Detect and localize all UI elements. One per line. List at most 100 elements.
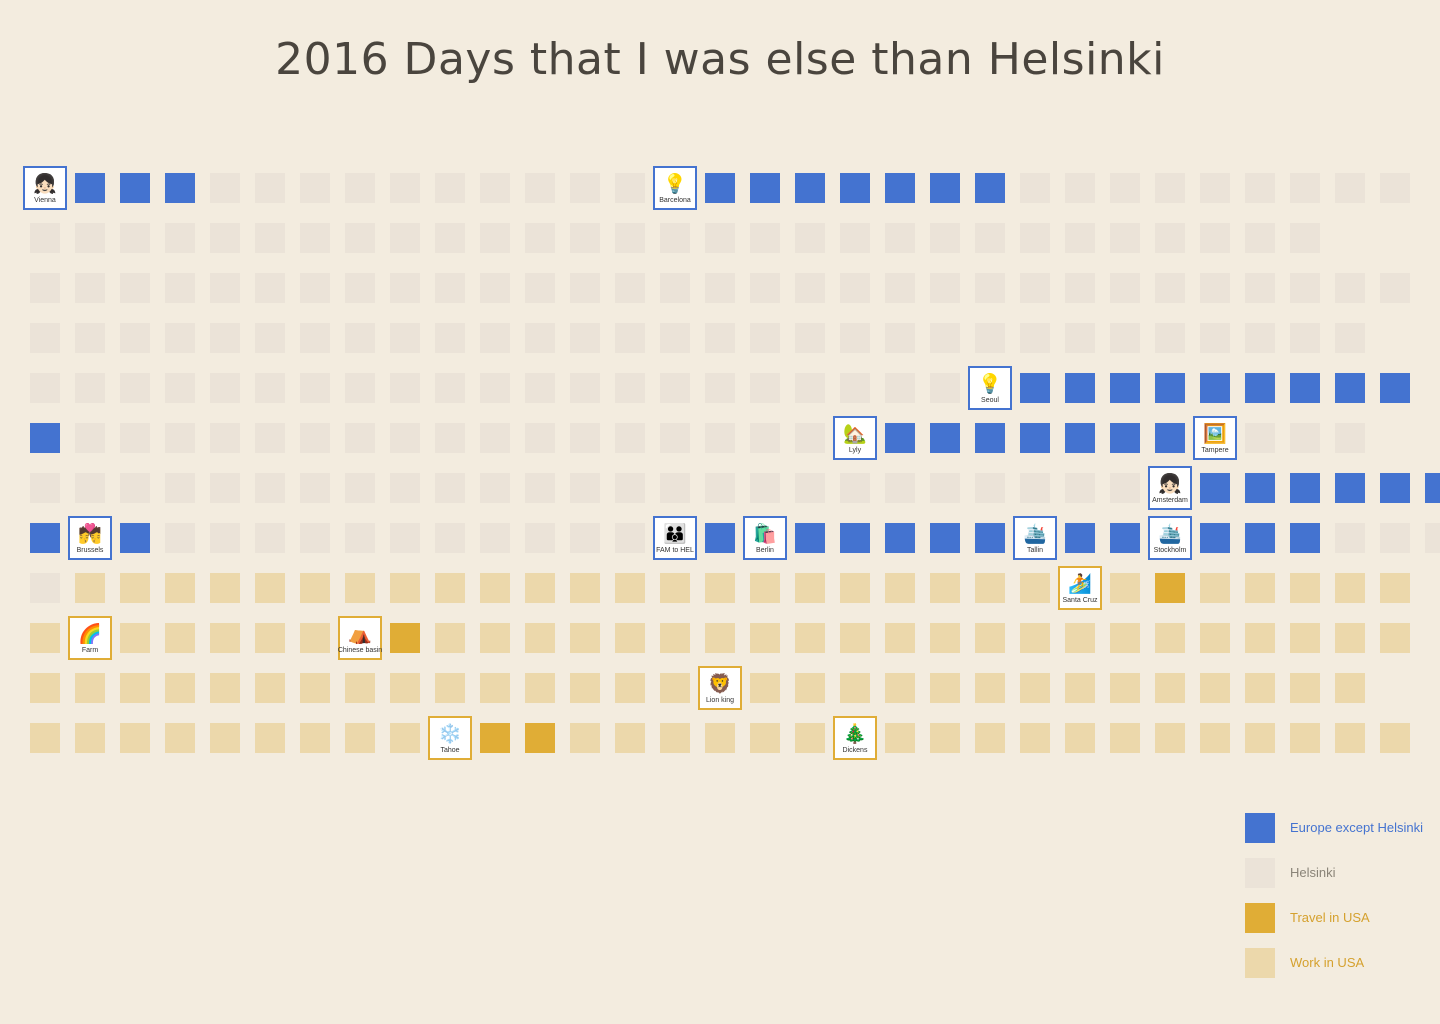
day-cell xyxy=(1065,273,1095,303)
day-cell xyxy=(300,473,330,503)
day-cell xyxy=(1020,373,1050,403)
day-cell xyxy=(1020,173,1050,203)
day-cell xyxy=(1200,173,1230,203)
shopping-bags-icon: 🛍️ xyxy=(753,523,777,545)
day-cell xyxy=(1290,273,1320,303)
event-marker: 🛳️ Tallin xyxy=(1013,516,1057,560)
day-cell xyxy=(570,173,600,203)
day-cell xyxy=(750,423,780,453)
day-cell xyxy=(1200,523,1230,553)
day-cell xyxy=(300,673,330,703)
day-cell xyxy=(930,373,960,403)
day-cell xyxy=(390,173,420,203)
ship-icon: 🛳️ xyxy=(1023,523,1047,545)
day-cell xyxy=(1200,623,1230,653)
day-cell xyxy=(1380,473,1410,503)
day-cell xyxy=(255,273,285,303)
day-cell xyxy=(165,623,195,653)
day-cell xyxy=(165,673,195,703)
day-cell xyxy=(750,723,780,753)
event-marker: ❄️ Tahoe xyxy=(428,716,472,760)
day-cell xyxy=(300,623,330,653)
day-cell xyxy=(615,473,645,503)
day-cell xyxy=(1290,473,1320,503)
day-cell xyxy=(435,223,465,253)
day-cell xyxy=(795,423,825,453)
day-cell xyxy=(930,723,960,753)
day-cell xyxy=(1245,173,1275,203)
day-cell xyxy=(1065,673,1095,703)
day-cell xyxy=(345,723,375,753)
day-cell xyxy=(615,223,645,253)
day-cell xyxy=(75,723,105,753)
day-cell xyxy=(795,223,825,253)
day-cell xyxy=(660,223,690,253)
day-cell xyxy=(660,273,690,303)
day-cell xyxy=(1020,223,1050,253)
event-label: Tampere xyxy=(1201,447,1229,454)
day-cell xyxy=(525,373,555,403)
day-cell xyxy=(75,573,105,603)
day-cell xyxy=(300,373,330,403)
day-cell xyxy=(210,623,240,653)
day-cell xyxy=(570,423,600,453)
day-cell xyxy=(435,623,465,653)
surfer-icon: 🏄 xyxy=(1068,573,1092,595)
framed-picture-icon: 🖼️ xyxy=(1203,423,1227,445)
day-cell xyxy=(660,473,690,503)
family-icon: 👪 xyxy=(663,523,687,545)
day-cell xyxy=(390,223,420,253)
day-cell xyxy=(975,523,1005,553)
event-marker: 🛍️ Berlin xyxy=(743,516,787,560)
day-cell xyxy=(1335,273,1365,303)
day-cell xyxy=(120,473,150,503)
day-cell xyxy=(390,623,420,653)
day-cell xyxy=(1020,323,1050,353)
day-cell xyxy=(1425,473,1440,503)
day-cell xyxy=(255,723,285,753)
event-marker: 🛳️ Stockholm xyxy=(1148,516,1192,560)
day-cell xyxy=(1335,373,1365,403)
day-cell xyxy=(435,273,465,303)
day-cell xyxy=(120,673,150,703)
day-cell xyxy=(1200,473,1230,503)
event-label: Amsterdam xyxy=(1152,497,1188,504)
day-cell xyxy=(390,473,420,503)
day-cell xyxy=(120,573,150,603)
day-cell xyxy=(1020,273,1050,303)
day-cell xyxy=(570,223,600,253)
day-cell xyxy=(1335,723,1365,753)
day-cell xyxy=(1200,323,1230,353)
day-cell xyxy=(120,623,150,653)
day-cell xyxy=(615,323,645,353)
day-cell xyxy=(30,673,60,703)
event-marker: 🎄 Dickens xyxy=(833,716,877,760)
day-cell xyxy=(1155,423,1185,453)
day-cell xyxy=(120,223,150,253)
day-cell xyxy=(840,273,870,303)
day-cell xyxy=(570,323,600,353)
day-cell xyxy=(1020,423,1050,453)
day-cell xyxy=(705,423,735,453)
chart-title: 2016 Days that I was else than Helsinki xyxy=(275,34,1165,85)
day-cell xyxy=(1110,173,1140,203)
day-cell xyxy=(795,623,825,653)
day-cell xyxy=(345,473,375,503)
day-cell xyxy=(30,273,60,303)
day-cell xyxy=(1380,173,1410,203)
day-cell xyxy=(1245,473,1275,503)
day-cell xyxy=(75,373,105,403)
day-cell xyxy=(1335,523,1365,553)
day-cell xyxy=(1245,223,1275,253)
day-cell xyxy=(435,473,465,503)
day-cell xyxy=(255,423,285,453)
day-cell xyxy=(30,723,60,753)
event-marker: 👧🏻 Vienna xyxy=(23,166,67,210)
event-marker: 🏡 Lyly xyxy=(833,416,877,460)
day-cell xyxy=(1290,323,1320,353)
lion-icon: 🦁 xyxy=(708,673,732,695)
day-cell xyxy=(390,423,420,453)
day-cell xyxy=(1290,673,1320,703)
day-cell xyxy=(255,323,285,353)
day-cell xyxy=(660,673,690,703)
